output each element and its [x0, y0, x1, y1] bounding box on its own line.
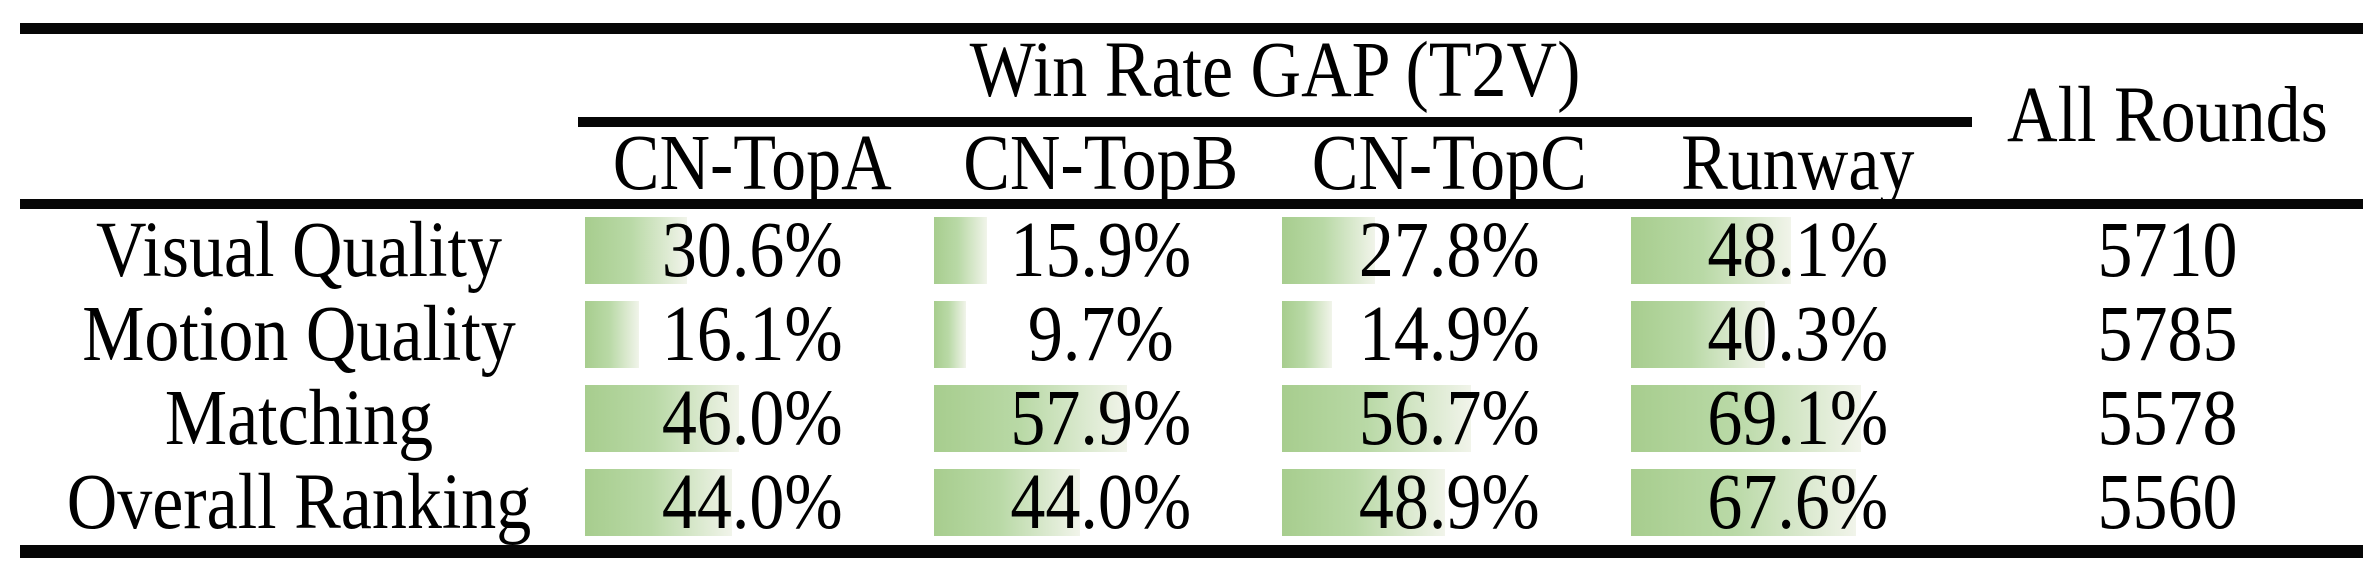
win-rate-data-bar: [933, 469, 1081, 536]
model-column-headers: CN-TopA CN-TopB CN-TopC Runway: [578, 120, 1972, 208]
win-rate-data-bar: [1282, 469, 1446, 536]
all-rounds-value: 5560: [2097, 458, 2238, 547]
win-rate-value: 27.8%: [1358, 206, 1540, 295]
win-rate-data-bar: [1630, 217, 1792, 284]
win-rate-data-bar: [933, 217, 987, 284]
win-rate-data-bar: [585, 301, 639, 368]
column-header-runway: Runway: [1681, 119, 1915, 208]
row-label-cell: Overall Ranking: [20, 459, 578, 547]
win-rate-data-bar: [1282, 301, 1332, 368]
win-rate-value: 57.9%: [1010, 374, 1192, 463]
column-header-cn-topa: CN-TopA: [612, 119, 892, 208]
win-rate-cell: 44.0%: [578, 459, 927, 546]
group-header-win-rate-gap: Win Rate GAP (T2V): [578, 27, 1972, 115]
win-rate-cell: 67.6%: [1624, 459, 1973, 546]
row-label: Visual Quality: [95, 206, 503, 295]
all-rounds-cell: 5578: [1972, 375, 2363, 463]
win-rate-data-bar: [585, 385, 739, 452]
row-label-cell: Matching: [20, 375, 578, 463]
win-rate-cell: 57.9%: [927, 375, 1276, 462]
win-rate-data-bar: [933, 301, 966, 368]
win-rate-data-bar: [1630, 301, 1766, 368]
win-rate-value: 69.1%: [1707, 374, 1889, 463]
win-rate-cell: 30.6%: [578, 207, 927, 294]
win-rate-cell: 27.8%: [1275, 207, 1624, 294]
win-rate-value: 44.0%: [1010, 458, 1192, 547]
win-rate-value: 14.9%: [1358, 290, 1540, 379]
all-rounds-cell: 5710: [1972, 207, 2363, 295]
win-rate-data-bar: [1630, 385, 1862, 452]
group-header-label: Win Rate GAP (T2V): [969, 26, 1581, 115]
row-label-cell: Motion Quality: [20, 291, 578, 379]
win-rate-cell: 40.3%: [1624, 291, 1973, 378]
win-rate-data-bar: [933, 385, 1127, 452]
win-rate-value: 44.0%: [661, 458, 843, 547]
win-rate-cell: 15.9%: [927, 207, 1276, 294]
win-rate-cell: 16.1%: [578, 291, 927, 378]
win-rate-value: 56.7%: [1358, 374, 1540, 463]
table-row: Matching 46.0% 57.9% 56.7% 69.1% 5578: [20, 375, 2363, 463]
row-label: Overall Ranking: [66, 458, 532, 547]
table-row: Overall Ranking 44.0% 44.0% 48.9% 67.6% …: [20, 459, 2363, 547]
table-row: Motion Quality 16.1% 9.7% 14.9% 40.3% 57…: [20, 291, 2363, 379]
row-label: Matching: [164, 374, 434, 463]
all-rounds-header-label: All Rounds: [2007, 71, 2328, 160]
win-rate-data-bar: [1282, 385, 1472, 452]
win-rate-cell: 9.7%: [927, 291, 1276, 378]
win-rate-value: 16.1%: [661, 290, 843, 379]
win-rate-value: 9.7%: [1027, 290, 1174, 379]
win-rate-cell: 48.9%: [1275, 459, 1624, 546]
group-header-underline-rule: [578, 117, 1972, 127]
table-row: Visual Quality 30.6% 15.9% 27.8% 48.1% 5…: [20, 207, 2363, 295]
all-rounds-value: 5710: [2097, 206, 2238, 295]
win-rate-cell: 44.0%: [927, 459, 1276, 546]
win-rate-cell: 46.0%: [578, 375, 927, 462]
all-rounds-value: 5785: [2097, 290, 2238, 379]
win-rate-value: 48.1%: [1707, 206, 1889, 295]
column-header-cn-topb: CN-TopB: [963, 119, 1239, 208]
win-rate-value: 46.0%: [661, 374, 843, 463]
bottom-rule: [20, 545, 2363, 558]
win-rate-value: 67.6%: [1707, 458, 1889, 547]
win-rate-data-bar: [1630, 469, 1857, 536]
win-rate-cell: 48.1%: [1624, 207, 1973, 294]
top-rule: [20, 23, 2363, 34]
row-label-cell: Visual Quality: [20, 207, 578, 295]
all-rounds-cell: 5560: [1972, 459, 2363, 547]
all-rounds-value: 5578: [2097, 374, 2238, 463]
win-rate-value: 40.3%: [1707, 290, 1889, 379]
win-rate-value: 30.6%: [661, 206, 843, 295]
win-rate-value: 15.9%: [1010, 206, 1192, 295]
win-rate-data-bar: [1282, 217, 1375, 284]
all-rounds-cell: 5785: [1972, 291, 2363, 379]
win-rate-data-bar: [585, 217, 688, 284]
win-rate-value: 48.9%: [1358, 458, 1540, 547]
table-body: Visual Quality 30.6% 15.9% 27.8% 48.1% 5…: [20, 207, 2363, 547]
win-rate-cell: 69.1%: [1624, 375, 1973, 462]
win-rate-cell: 56.7%: [1275, 375, 1624, 462]
win-rate-cell: 14.9%: [1275, 291, 1624, 378]
column-header-all-rounds: All Rounds: [1972, 36, 2363, 196]
win-rate-data-bar: [585, 469, 732, 536]
header-divider-rule: [20, 199, 2363, 209]
row-label: Motion Quality: [82, 290, 516, 379]
column-header-cn-topc: CN-TopC: [1311, 119, 1587, 208]
